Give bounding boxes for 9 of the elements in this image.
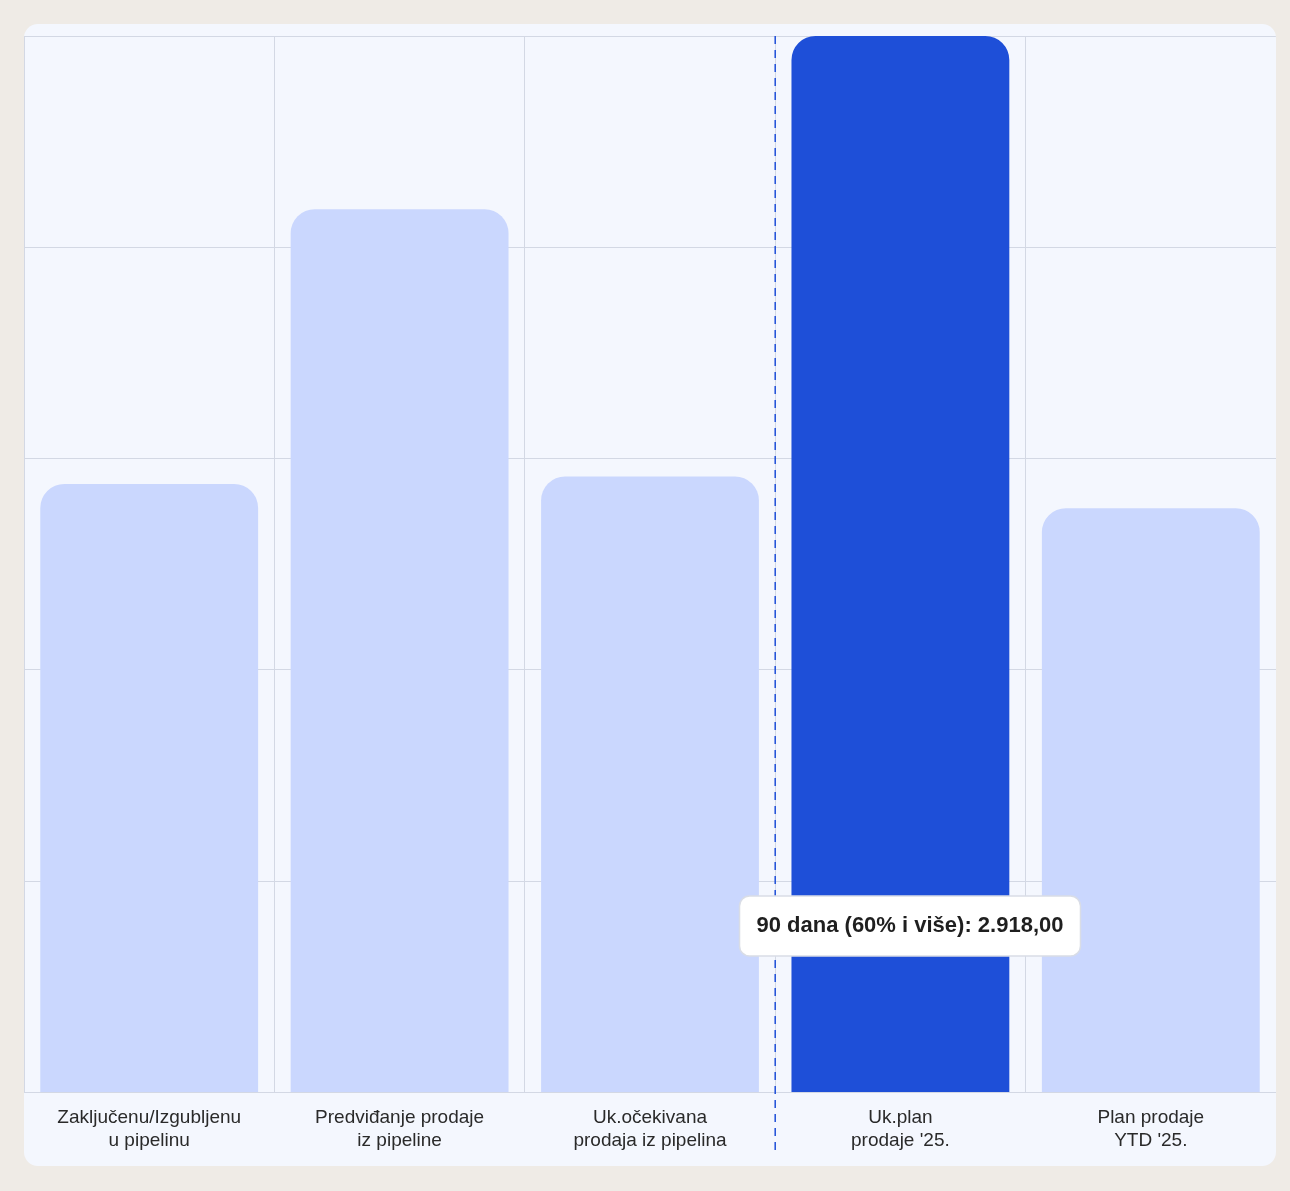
- annotation: 90 dana (60% i više): 2.918,00: [756, 912, 1064, 938]
- bar: [40, 483, 259, 1092]
- x-tick-label: Uk.očekivana prodaja iz pipelina: [573, 1106, 728, 1150]
- x-tick-label: Uk.plan prodaje '25.: [851, 1106, 950, 1150]
- x-tick-label: Plan prodaje YTD '25.: [1097, 1106, 1205, 1150]
- bar: [290, 209, 509, 1092]
- bar: [541, 476, 759, 1092]
- x-tick-label: Zaključenu/Izgubljenu u pipelinu: [57, 1106, 242, 1150]
- x-tick-label: Predviđanje prodaje iz pipeline: [315, 1106, 485, 1150]
